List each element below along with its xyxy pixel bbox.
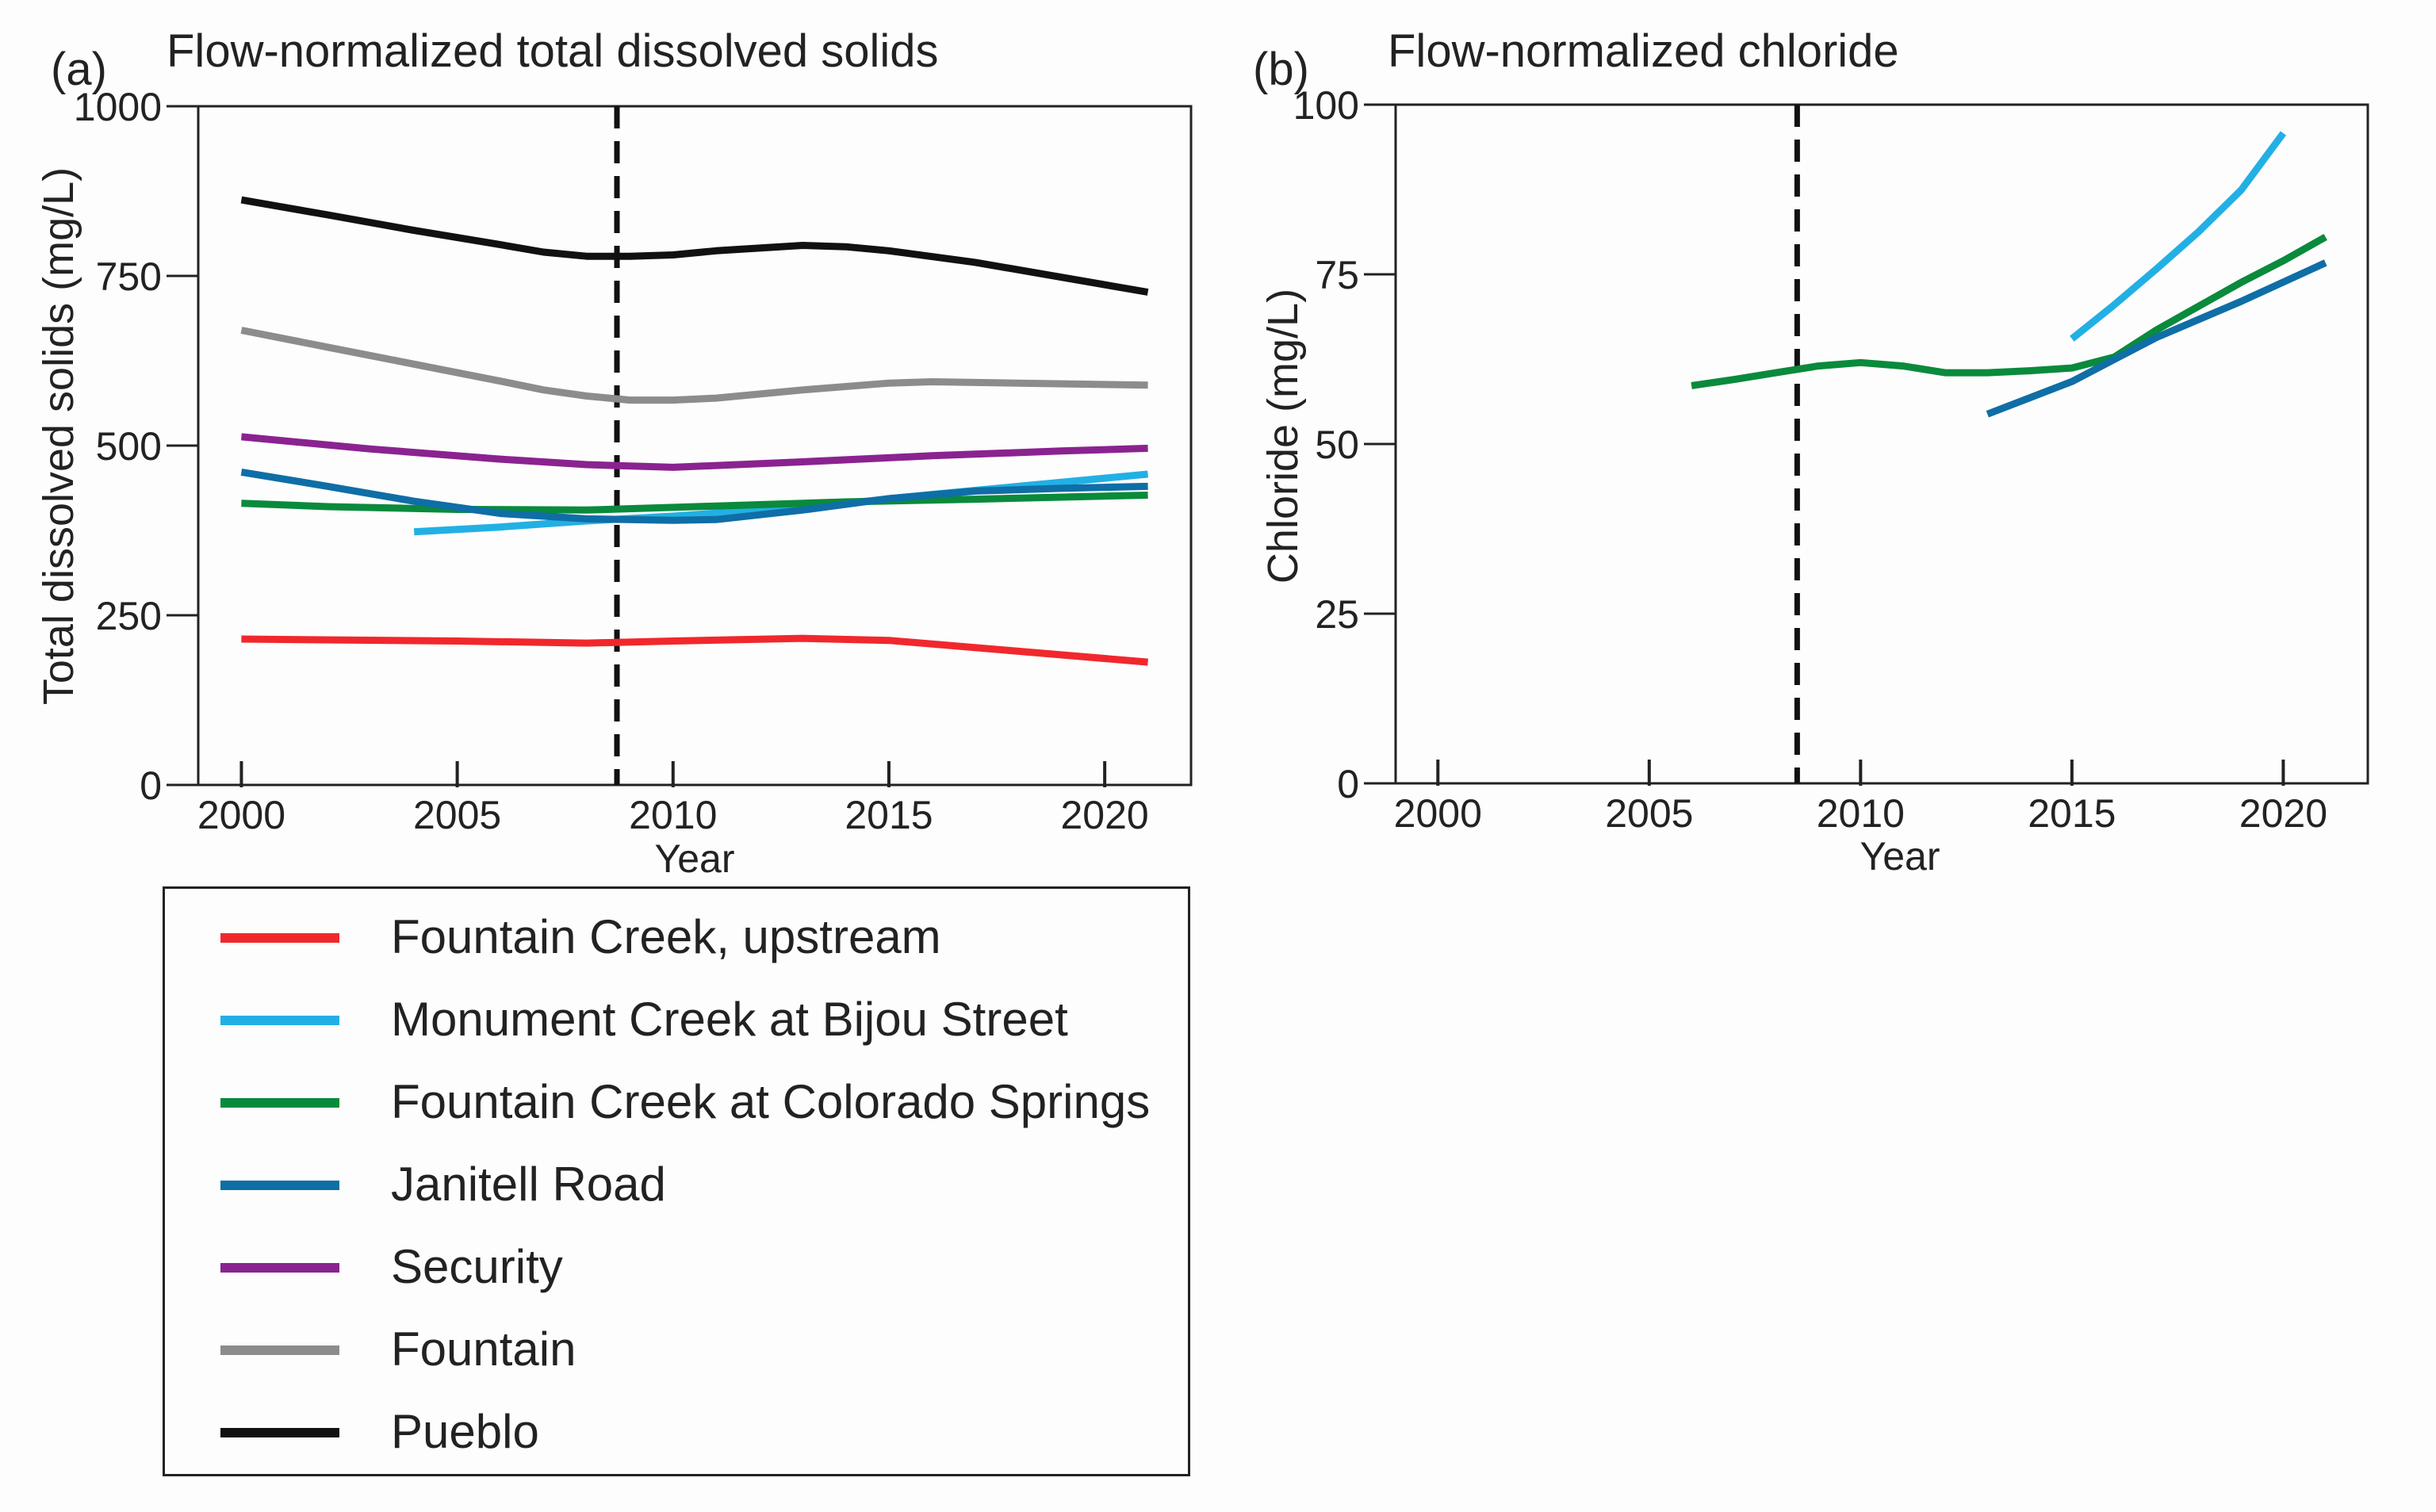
panel-b-series-lines xyxy=(1691,131,2327,418)
panel-b-y-axis-label: Chloride (mg/L) xyxy=(1259,289,1307,584)
x-tick-label: 2000 xyxy=(197,793,285,837)
panel-a-x-axis-label: Year xyxy=(654,836,734,881)
legend-label: Pueblo xyxy=(391,1405,539,1458)
panel-b-y-ticks: 0 25 50 75 100 xyxy=(1293,83,1396,806)
legend-item-fountain-creek-colorado-springs: Fountain Creek at Colorado Springs xyxy=(165,1063,1188,1146)
x-tick-label: 2020 xyxy=(2239,791,2327,836)
legend-label: Monument Creek at Bijou Street xyxy=(391,993,1068,1046)
series-line-pueblo xyxy=(240,196,1149,296)
legend: Fountain Creek, upstream Monument Creek … xyxy=(163,886,1190,1476)
x-tick-label: 2010 xyxy=(629,793,717,837)
legend-label: Fountain xyxy=(391,1323,576,1376)
series-line-monument-creek-at-bijou-street xyxy=(2070,131,2287,342)
series-line-janitell-road xyxy=(1986,259,2327,418)
y-tick-label: 0 xyxy=(140,764,162,808)
legend-item-fountain: Fountain xyxy=(165,1311,1188,1393)
panel-b-title: Flow-normalized chloride xyxy=(1388,25,1899,77)
legend-item-security: Security xyxy=(165,1228,1188,1311)
legend-swatch xyxy=(220,1181,339,1190)
y-tick-label: 0 xyxy=(1337,762,1359,806)
y-tick-label: 250 xyxy=(96,594,162,638)
panel-b-x-axis-label: Year xyxy=(1860,834,1940,878)
panel-b-chloride: (b) Flow-normalized chloride 0255075100 … xyxy=(1253,25,2369,878)
panel-a-series-lines xyxy=(240,196,1149,666)
series-line-fountain xyxy=(240,327,1148,404)
panel-a-y-ticks: 0 250 500 750 1000 xyxy=(74,85,198,808)
legend-swatch xyxy=(220,1428,339,1437)
x-tick-label: 2000 xyxy=(1394,791,1482,836)
y-tick-label: 750 xyxy=(96,255,162,299)
x-tick-label: 2005 xyxy=(1605,791,1693,836)
series-line-security xyxy=(240,433,1148,471)
y-tick-label: 100 xyxy=(1293,83,1359,128)
legend-label: Security xyxy=(391,1240,563,1293)
x-tick-label: 2015 xyxy=(2028,791,2116,836)
x-tick-label: 2015 xyxy=(845,793,933,837)
y-tick-label: 50 xyxy=(1315,423,1359,467)
legend-label: Janitell Road xyxy=(391,1158,666,1211)
series-line-fountain-creek-upstream xyxy=(241,634,1148,666)
panel-a-x-ticks: 2000 2005 2010 2015 2020 xyxy=(197,761,1149,837)
series-line-janitell-road xyxy=(240,468,1148,524)
panel-a-total-dissolved-solids: (a) Flow-normalized total dissolved soli… xyxy=(35,25,1193,881)
panel-b-label: (b) xyxy=(1253,44,1309,95)
y-tick-label: 500 xyxy=(96,424,162,469)
legend-item-pueblo: Pueblo xyxy=(165,1393,1188,1476)
x-tick-label: 2005 xyxy=(413,793,501,837)
y-tick-label: 1000 xyxy=(74,85,162,129)
legend-item-fountain-creek-upstream: Fountain Creek, upstream xyxy=(165,898,1188,981)
legend-swatch xyxy=(220,1098,339,1108)
x-tick-label: 2020 xyxy=(1061,793,1149,837)
panel-a-y-axis-label: Total dissolved solids (mg/L) xyxy=(35,167,82,705)
legend-swatch xyxy=(220,933,339,943)
legend-swatch xyxy=(220,1263,339,1273)
y-tick-label: 75 xyxy=(1315,253,1359,297)
panel-a-title: Flow-normalized total dissolved solids xyxy=(167,25,939,77)
legend-label: Fountain Creek, upstream xyxy=(391,910,941,963)
y-tick-label: 25 xyxy=(1315,592,1359,637)
panel-a-label: (a) xyxy=(51,44,107,95)
legend-swatch xyxy=(220,1016,339,1025)
legend-swatch xyxy=(220,1345,339,1355)
x-tick-label: 2010 xyxy=(1817,791,1905,836)
legend-label: Fountain Creek at Colorado Springs xyxy=(391,1075,1151,1128)
panel-b-x-ticks: 2000 2005 2010 2015 2020 xyxy=(1394,760,2327,836)
series-line-fountain-creek-at-colorado-springs xyxy=(1691,233,2327,389)
legend-item-monument-creek: Monument Creek at Bijou Street xyxy=(165,981,1188,1063)
legend-item-janitell-road: Janitell Road xyxy=(165,1146,1188,1228)
series-line-fountain-creek-at-colorado-springs xyxy=(241,492,1148,514)
